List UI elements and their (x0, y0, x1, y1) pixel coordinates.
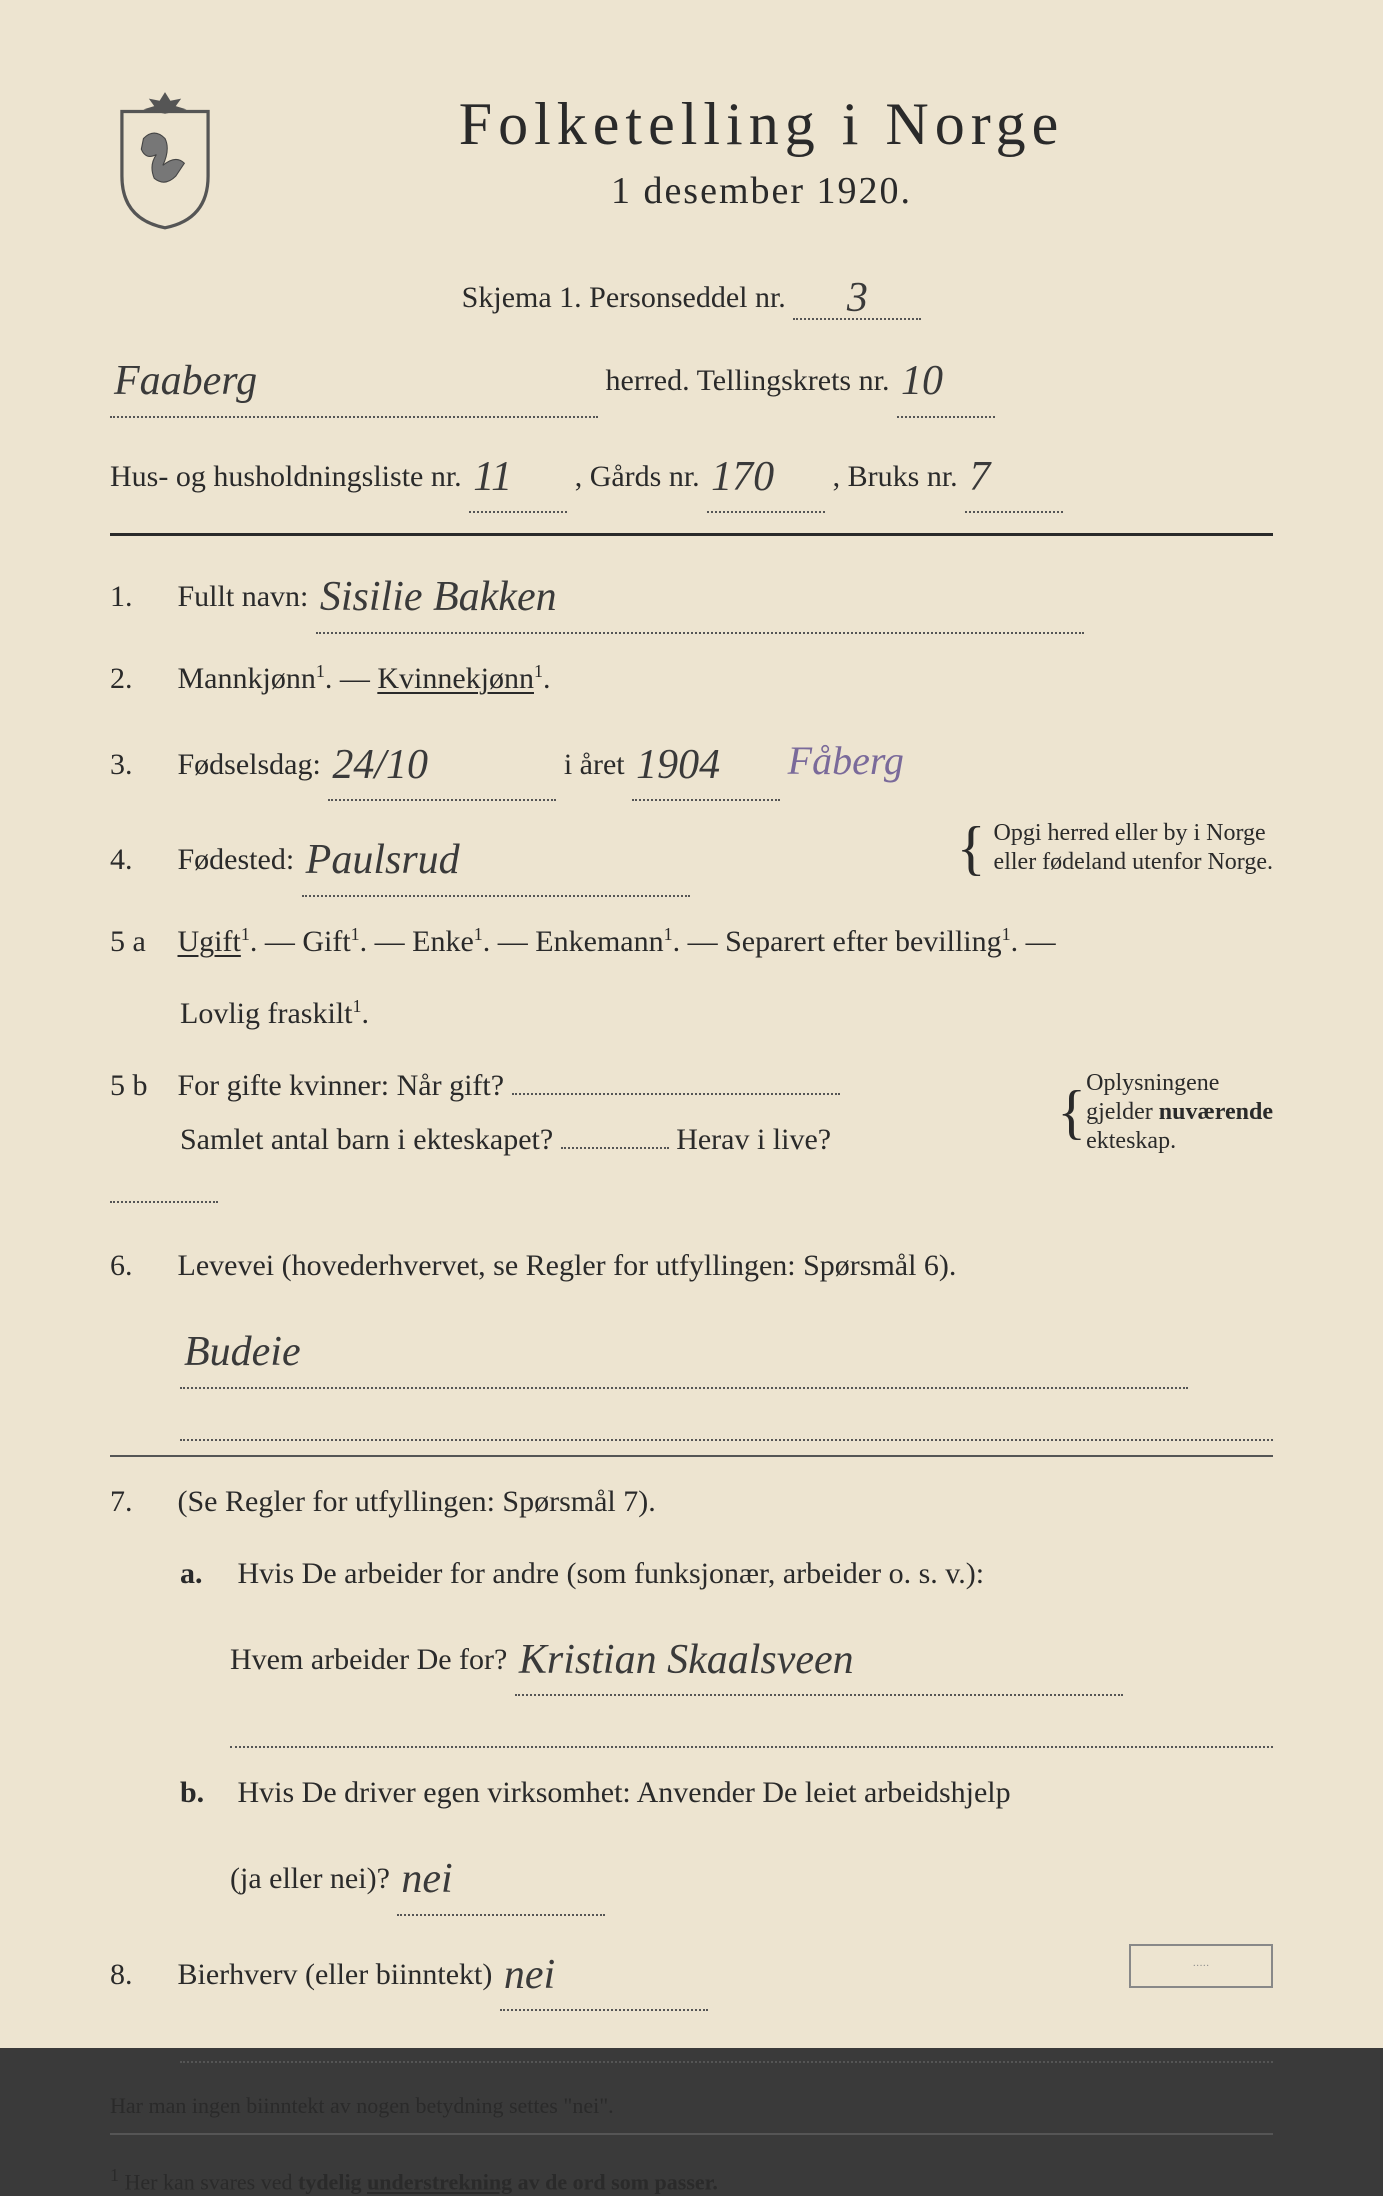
q5b-line1: For gifte kvinner: Når gift? (178, 1069, 505, 1102)
q5b-note3: ekteskap. (1086, 1127, 1273, 1156)
q7a-q: Hvem arbeider De for? Kristian Skaalsvee… (230, 1619, 1273, 1697)
birth-year: 1904 (636, 742, 720, 788)
q5b-note1: Oplysningene (1086, 1069, 1273, 1098)
q5b-aside: { Oplysningene gjelder nuværende ekteska… (1057, 1069, 1273, 1155)
q3-line: 3. Fødselsdag: 24/10 i året 1904 Fåberg (110, 724, 1273, 802)
q7a-line: a. Hvis De arbeider for andre (som funks… (180, 1547, 1273, 1601)
q5a-enke: Enke (412, 925, 474, 958)
hired-help: nei (401, 1856, 452, 1902)
side-occupation: nei (504, 1952, 555, 1998)
q6-answer: Budeie (180, 1311, 1273, 1389)
herred-line: Faaberg herred. Tellingskrets nr. 10 (110, 340, 1273, 418)
norway-crest-icon (110, 90, 220, 230)
q7b-question: (ja eller nei)? (230, 1862, 390, 1895)
krets-nr: 10 (901, 358, 943, 404)
footnote1: Har man ingen biinntekt av nogen betydni… (110, 2093, 1273, 2119)
occupation: Budeie (184, 1329, 301, 1375)
q8-blank-line (180, 2029, 1273, 2063)
q2-num: 2. (110, 652, 170, 706)
gaard-label: , Gårds nr. (575, 460, 700, 493)
q5a-line2: Lovlig fraskilt1. (180, 987, 1273, 1041)
subtitle: 1 desember 1920. (250, 169, 1273, 213)
q7b-text: Hvis De driver egen virksomhet: Anvender… (238, 1776, 1011, 1809)
q7a-question: Hvem arbeider De for? (230, 1643, 507, 1676)
q5a-enkemann: Enkemann (535, 925, 663, 958)
q7a-blank-line (230, 1714, 1273, 1748)
q4-line: 4. Fødested: Paulsrud { Opgi herred elle… (110, 819, 1273, 897)
q1-num: 1. (110, 570, 170, 624)
q7-num: 7. (110, 1475, 170, 1529)
title-block: Folketelling i Norge 1 desember 1920. (250, 90, 1273, 213)
employer: Kristian Skaalsveen (519, 1637, 854, 1683)
q7b-line: b. Hvis De driver egen virksomhet: Anven… (180, 1766, 1273, 1820)
skjema-label: Skjema 1. Personseddel nr. (462, 281, 786, 314)
husliste-label: Hus- og husholdningsliste nr. (110, 460, 462, 493)
birthplace: Paulsrud (306, 837, 460, 883)
herred-name: Faaberg (114, 358, 257, 404)
q5a-ugift: Ugift (178, 925, 241, 958)
q3-num: 3. (110, 738, 170, 792)
bruks-label: , Bruks nr. (833, 460, 958, 493)
herred-label: herred. Tellingskrets nr. (606, 364, 890, 397)
q2-kvinne: Kvinnekjønn (377, 662, 534, 695)
q5a-line: 5 a Ugift1. — Gift1. — Enke1. — Enkemann… (110, 915, 1273, 969)
q4-note: { Opgi herred eller by i Norge eller fød… (957, 819, 1273, 877)
divider-bottom (110, 2133, 1273, 2135)
q1-label: Fullt navn: (178, 580, 309, 613)
q2-line: 2. Mannkjønn1. — Kvinnekjønn1. (110, 652, 1273, 706)
q7b-q: (ja eller nei)? nei (230, 1838, 1273, 1916)
q7a-label: a. (180, 1547, 230, 1601)
q6-label: Levevei (hovederhvervet, se Regler for u… (178, 1249, 957, 1282)
skjema-line: Skjema 1. Personseddel nr. 3 (110, 270, 1273, 320)
birth-extra: Fåberg (788, 738, 904, 783)
footnote2: 1 Her kan svares ved tydelig understrekn… (110, 2165, 1273, 2195)
q4-num: 4. (110, 833, 170, 887)
personseddel-nr: 3 (847, 275, 868, 321)
q5b-note2: gjelder nuværende (1086, 1098, 1273, 1127)
q7-line: 7. (Se Regler for utfyllingen: Spørsmål … (110, 1475, 1273, 1529)
full-name: Sisilie Bakken (320, 574, 557, 620)
q5b-num: 5 b (110, 1059, 170, 1113)
hus-nr: 11 (473, 454, 512, 500)
q4-note1: Opgi herred eller by i Norge (994, 819, 1273, 848)
q6-blank-line (180, 1407, 1273, 1441)
q5b-line2a: Samlet antal barn i ekteskapet? (180, 1123, 553, 1156)
birth-day: 24/10 (332, 742, 428, 788)
gaard-nr: 170 (711, 454, 774, 500)
q7b-label: b. (180, 1766, 230, 1820)
q5a-fraskilt: Lovlig fraskilt (180, 997, 352, 1030)
q3-year-label: i året (564, 748, 625, 781)
q5a-separert: Separert efter bevilling (725, 925, 1002, 958)
census-form-page: Folketelling i Norge 1 desember 1920. Sk… (0, 0, 1383, 2048)
q4-label: Fødested: (178, 843, 295, 876)
q5b-block: 5 b For gifte kvinner: Når gift? Samlet … (110, 1059, 1273, 1221)
q6-num: 6. (110, 1239, 170, 1293)
q5a-num: 5 a (110, 915, 170, 969)
header: Folketelling i Norge 1 desember 1920. (110, 90, 1273, 230)
q7a-text: Hvis De arbeider for andre (som funksjon… (238, 1557, 985, 1590)
q8-num: 8. (110, 1948, 170, 2002)
q8-label: Bierhverv (eller biinntekt) (178, 1958, 493, 1991)
q7-label: (Se Regler for utfyllingen: Spørsmål 7). (178, 1485, 656, 1518)
q8-line: 8. Bierhverv (eller biinntekt) nei (110, 1934, 1273, 2012)
q2-mann: Mannkjønn (178, 662, 316, 695)
printer-stamp: ····· (1129, 1944, 1273, 1988)
q4-note2: eller fødeland utenfor Norge. (994, 848, 1273, 877)
footnote2-prefix: 1 (110, 2165, 119, 2185)
q5a-gift: Gift (302, 925, 350, 958)
husliste-line: Hus- og husholdningsliste nr. 11 , Gårds… (110, 436, 1273, 514)
q5b-line2b: Herav i live? (676, 1123, 831, 1156)
q1-line: 1. Fullt navn: Sisilie Bakken (110, 556, 1273, 634)
divider-top (110, 533, 1273, 536)
q3-label: Fødselsdag: (178, 748, 321, 781)
main-title: Folketelling i Norge (250, 90, 1273, 159)
q6-line: 6. Levevei (hovederhvervet, se Regler fo… (110, 1239, 1273, 1293)
divider-mid (110, 1455, 1273, 1457)
bruks-nr: 7 (969, 454, 990, 500)
